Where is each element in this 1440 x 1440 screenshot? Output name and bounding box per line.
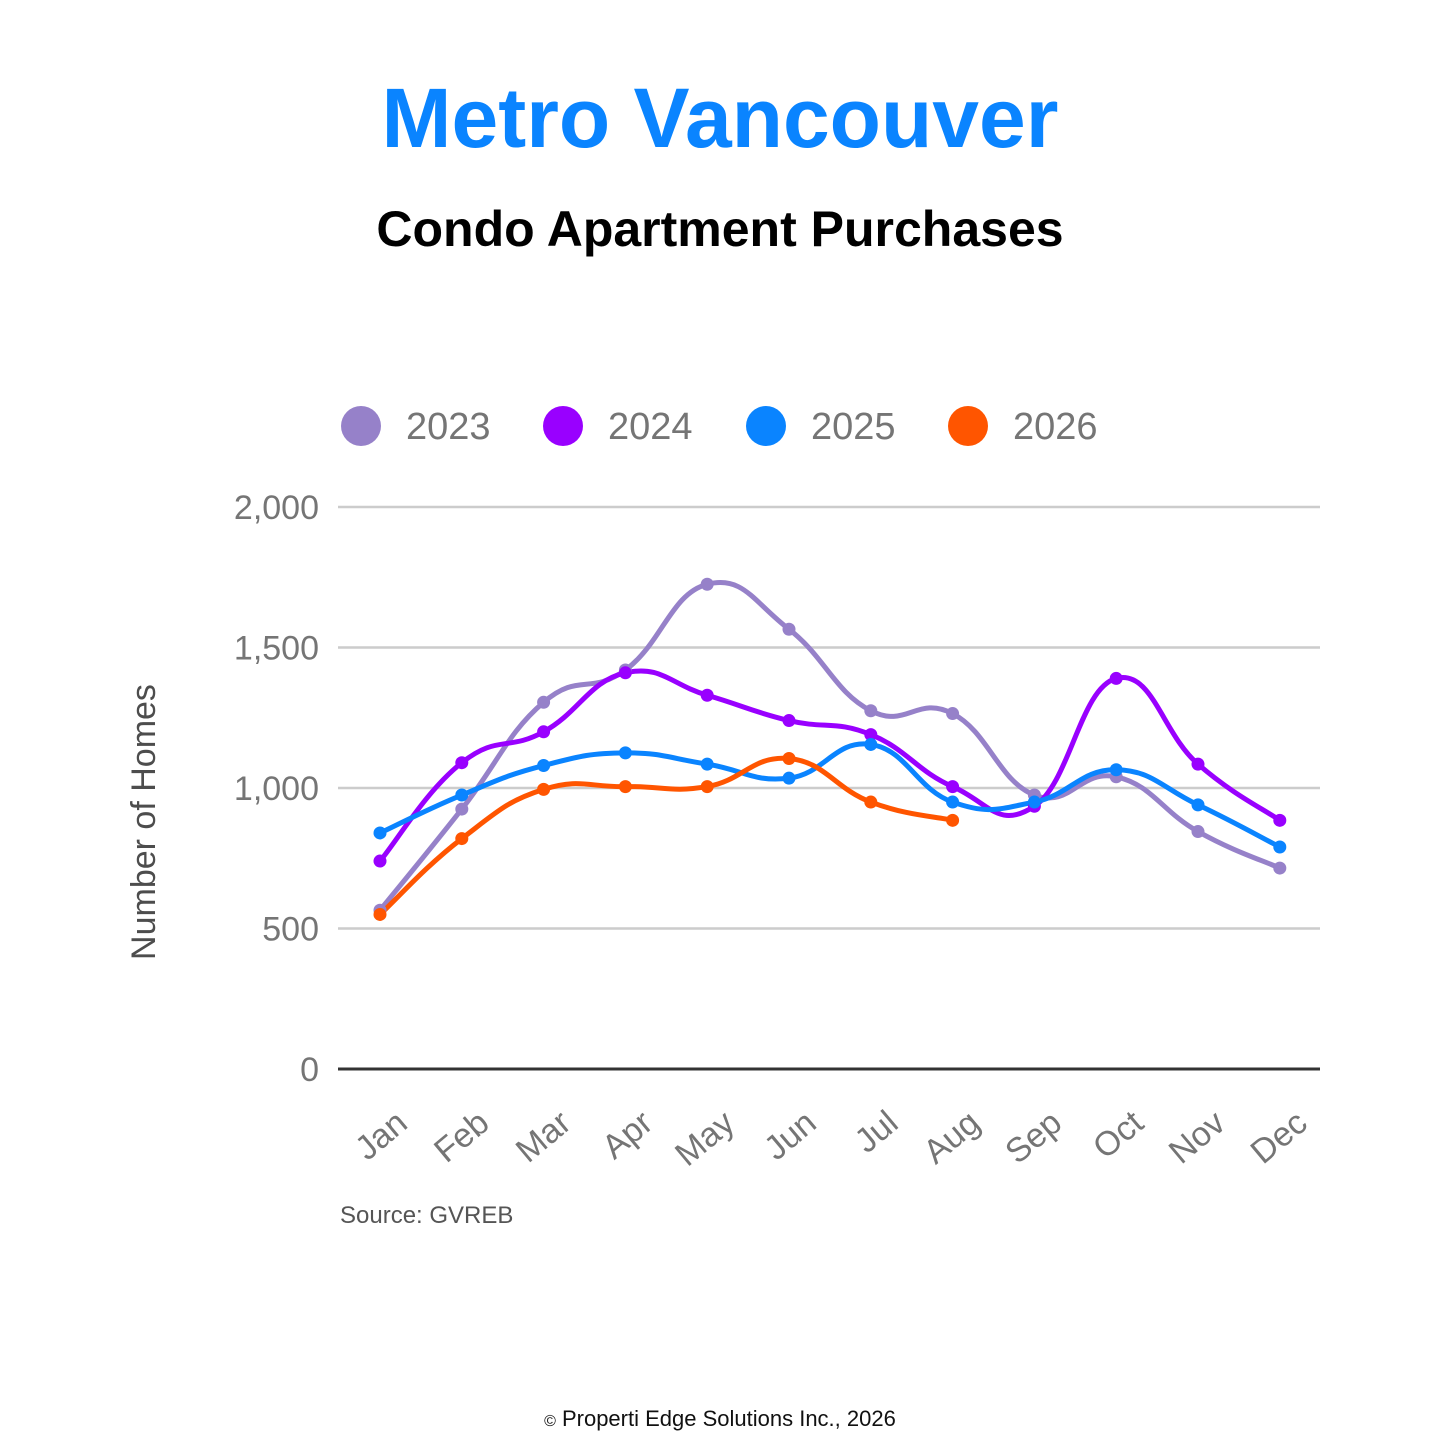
source-note: Source: GVREB [340,1202,513,1229]
x-tick-label: Jan [348,1103,414,1167]
page-title: Metro Vancouver [381,71,1059,165]
copyright-icon: © [544,1413,556,1430]
series-line-2023 [377,580,1283,913]
legend-label-2026: 2026 [1013,406,1098,448]
data-point-2023 [700,577,714,591]
x-axis-ticks: Jan Feb Mar Apr May Jun Jul Aug Sep Oct Nov Dec [348,1103,1314,1174]
data-point-2025 [1191,798,1205,812]
y-axis-ticks: 0 500 1,000 1,500 2,000 [234,489,319,1089]
x-tick-label: Jul [848,1103,906,1160]
grid-lines [338,505,1320,1071]
data-point-2024 [537,725,551,739]
data-point-2024 [1273,813,1287,827]
data-point-2023 [946,707,960,721]
data-point-2026 [700,780,714,794]
legend-label-2023: 2023 [406,406,491,448]
x-tick-label: Oct [1086,1103,1151,1166]
data-point-2026 [782,751,796,765]
x-tick-label: Nov [1162,1103,1233,1171]
data-point-2025 [782,771,796,785]
data-point-2026 [455,832,469,846]
y-tick-label: 2,000 [234,489,319,527]
data-point-2024 [946,780,960,794]
y-tick-label: 500 [262,911,319,949]
data-point-2025 [946,795,960,809]
data-point-2023 [864,704,878,718]
data-point-2025 [537,759,551,773]
data-point-2023 [455,802,469,816]
legend: 2023 2024 2025 2026 [341,406,1098,448]
data-point-2025 [1027,795,1041,809]
data-point-2026 [618,780,632,794]
x-tick-label: Dec [1244,1103,1315,1171]
legend-label-2025: 2025 [811,406,896,448]
legend-label-2024: 2024 [608,406,693,448]
legend-swatch-2026 [948,406,988,446]
x-tick-label: May [668,1103,742,1173]
data-point-2025 [1273,840,1287,854]
data-point-2025 [373,826,387,840]
data-point-2025 [618,746,632,760]
data-point-2024 [618,666,632,680]
data-point-2024 [700,688,714,702]
data-point-2024 [1191,757,1205,771]
data-point-2024 [782,714,796,728]
y-axis-label: Number of Homes [125,684,163,960]
data-point-2026 [946,813,960,827]
data-point-2023 [537,695,551,709]
data-point-2023 [782,622,796,636]
series-line-2025 [377,741,1283,850]
x-tick-label: Feb [427,1103,496,1170]
y-tick-label: 0 [300,1051,319,1089]
series-points [373,577,1287,921]
data-point-2026 [864,795,878,809]
data-point-2023 [1273,861,1287,875]
data-point-2024 [1109,671,1123,685]
legend-swatch-2025 [746,406,786,446]
x-tick-label: Jun [757,1103,823,1167]
chart-subtitle: Condo Apartment Purchases [376,201,1064,257]
data-point-2026 [373,907,387,921]
y-tick-label: 1,000 [234,770,319,808]
data-point-2024 [864,728,878,742]
x-tick-label: Sep [998,1103,1069,1171]
series-lines [377,580,1283,917]
y-tick-label: 1,500 [234,630,319,668]
data-point-2024 [373,854,387,868]
x-tick-label: Aug [916,1103,987,1171]
data-point-2025 [1109,763,1123,777]
series-line-2024 [377,668,1283,864]
footer-text: Properti Edge Solutions Inc., 2026 [561,1406,896,1431]
data-point-2026 [537,782,551,796]
footer: © Properti Edge Solutions Inc., 2026 [0,1403,1440,1438]
data-point-2024 [455,756,469,770]
data-point-2025 [455,788,469,802]
data-point-2023 [1191,825,1205,839]
x-tick-label: Apr [595,1103,660,1166]
data-point-2025 [864,737,878,751]
legend-swatch-2023 [341,406,381,446]
x-tick-label: Mar [509,1103,578,1170]
legend-swatch-2024 [543,406,583,446]
data-point-2025 [700,757,714,771]
